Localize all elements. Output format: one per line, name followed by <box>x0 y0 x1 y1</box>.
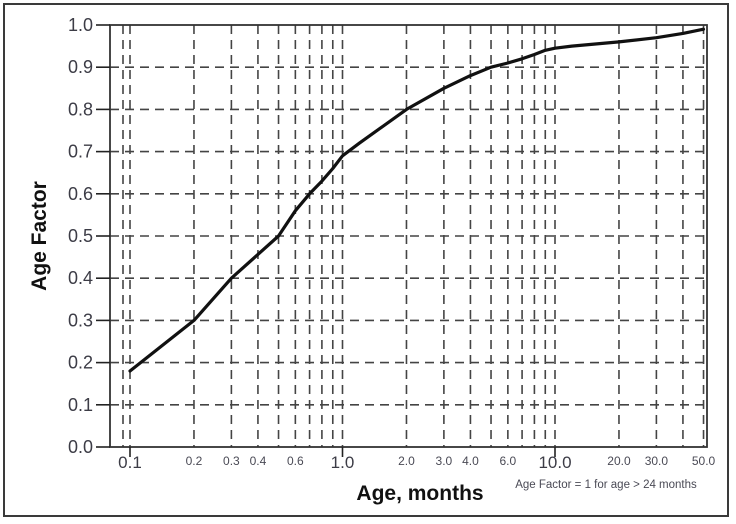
y-tick-label: 0.1 <box>68 395 93 415</box>
y-axis-title: Age Factor <box>28 181 51 291</box>
y-tick-label: 0.6 <box>68 184 93 204</box>
age-factor-curve <box>128 27 706 373</box>
y-tick-label: 0.8 <box>68 99 93 119</box>
x-tick-label: 0.3 <box>223 454 240 468</box>
x-tick-label: 50.0 <box>692 454 716 468</box>
x-axis-title: Age, months <box>356 482 483 505</box>
chart-frame <box>3 3 729 517</box>
x-tick-label: 6.0 <box>500 454 517 468</box>
y-axis-ticks: 0.0 0.1 0.2 0.3 0.4 0.5 0.6 0.7 0.8 0.9 1.0 <box>68 15 110 457</box>
y-tick-label: 0.0 <box>68 437 93 457</box>
y-tick-label: 0.3 <box>68 310 93 330</box>
y-tick-label: 0.4 <box>68 268 93 288</box>
y-tick-label: 0.2 <box>68 353 93 373</box>
x-tick-label: 10.0 <box>538 453 571 472</box>
y-tick-label: 1.0 <box>68 15 93 35</box>
x-tick-label: 0.4 <box>250 454 267 468</box>
x-tick-label: 2.0 <box>398 454 415 468</box>
y-tick-label: 0.7 <box>68 142 93 162</box>
axes <box>109 24 708 448</box>
x-tick-label: 0.6 <box>287 454 304 468</box>
x-tick-label: 30.0 <box>645 454 669 468</box>
age-factor-note: Age Factor = 1 for age > 24 months <box>515 479 697 491</box>
x-tick-label: 4.0 <box>462 454 479 468</box>
plot-area-border <box>109 24 708 448</box>
x-axis-ticks: 0.1 0.2 0.3 0.4 0.6 1.0 2.0 3.0 4.0 6.0 10.0 20.0 30… <box>118 447 716 472</box>
x-tick-label: 0.1 <box>118 453 142 472</box>
grid-lines <box>110 25 707 447</box>
x-tick-label: 20.0 <box>607 454 631 468</box>
y-tick-label: 0.9 <box>68 57 93 77</box>
x-tick-label: 1.0 <box>331 453 355 472</box>
y-tick-label: 0.5 <box>68 226 93 246</box>
x-tick-label: 3.0 <box>436 454 453 468</box>
x-tick-label: 0.2 <box>186 454 203 468</box>
